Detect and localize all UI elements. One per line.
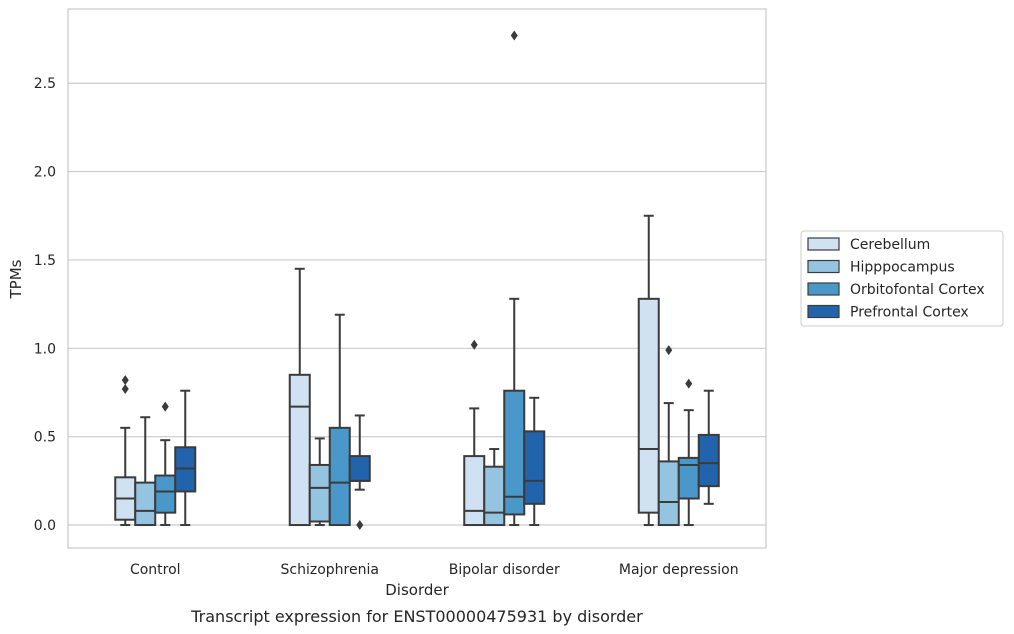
x-tick-labels: Control Schizophrenia Bipolar disorder Majo… [130, 562, 739, 578]
y-tick-label: 0.5 [34, 430, 56, 446]
box-body [483, 465, 506, 527]
box-group [348, 414, 371, 531]
box-group [328, 313, 351, 527]
box-group [288, 267, 311, 527]
outlier-point [510, 30, 518, 41]
box-group [134, 416, 157, 527]
legend-item: Cerebellum [807, 237, 930, 253]
chart-caption: Transcript expression for ENST0000047593… [190, 607, 643, 626]
y-tick-label: 2.0 [34, 165, 56, 181]
box-body [308, 463, 331, 523]
y-tick-label: 1.5 [34, 253, 56, 269]
legend-swatch [807, 282, 840, 296]
outlier-point [470, 339, 478, 350]
box-body [288, 373, 311, 527]
y-tick-label: 0.0 [34, 518, 56, 534]
box-group [677, 378, 700, 527]
legend: Cerebellum Hipppocampus Orbitofontal Corte… [800, 230, 1004, 327]
x-tick-label: Bipolar disorder [449, 562, 560, 578]
box-body [348, 455, 371, 482]
box-body [657, 460, 680, 527]
legend-label: Orbitofontal Cortex [850, 282, 985, 298]
box-groups [114, 30, 720, 531]
legend-swatch [807, 259, 840, 274]
legend-swatch [807, 237, 840, 251]
outlier-point [685, 378, 693, 389]
box-group [637, 214, 660, 527]
x-axis-title: Disorder [385, 581, 449, 599]
box-group [523, 396, 546, 527]
box-body [523, 430, 546, 505]
legend-label: Hipppocampus [850, 260, 955, 276]
x-tick-label: Control [130, 562, 181, 578]
box-body [637, 297, 660, 514]
x-tick-label: Major depression [619, 562, 739, 578]
outlier-point [121, 383, 129, 394]
box-group [174, 389, 197, 527]
box-body [328, 426, 351, 527]
y-tick-labels: 0.0 0.5 1.0 1.5 2.0 2.5 [34, 76, 56, 534]
box-group [697, 389, 720, 505]
box-body [134, 481, 157, 527]
legend-frame [800, 230, 1004, 327]
box-group [114, 375, 137, 527]
legend-item: Orbitofontal Cortex [807, 282, 985, 298]
plot-frame [67, 8, 767, 549]
x-tick-label: Schizophrenia [281, 562, 379, 578]
outlier-point [161, 401, 169, 412]
outlier-point [121, 375, 129, 386]
legend-label: Prefrontal Cortex [850, 305, 969, 321]
box-body [463, 455, 486, 527]
legend-item: Prefrontal Cortex [807, 304, 969, 321]
box-body [697, 433, 720, 488]
y-tick-label: 2.5 [34, 76, 56, 92]
legend-label: Cerebellum [850, 237, 930, 253]
y-axis-title: TPMs [7, 259, 25, 299]
y-tick-label: 1.0 [34, 341, 56, 357]
box-body [154, 474, 177, 514]
legend-swatch [807, 304, 840, 319]
outlier-point [665, 345, 673, 356]
outlier-point [356, 520, 364, 531]
box-group [154, 401, 177, 527]
legend-item: Hipppocampus [807, 259, 955, 276]
